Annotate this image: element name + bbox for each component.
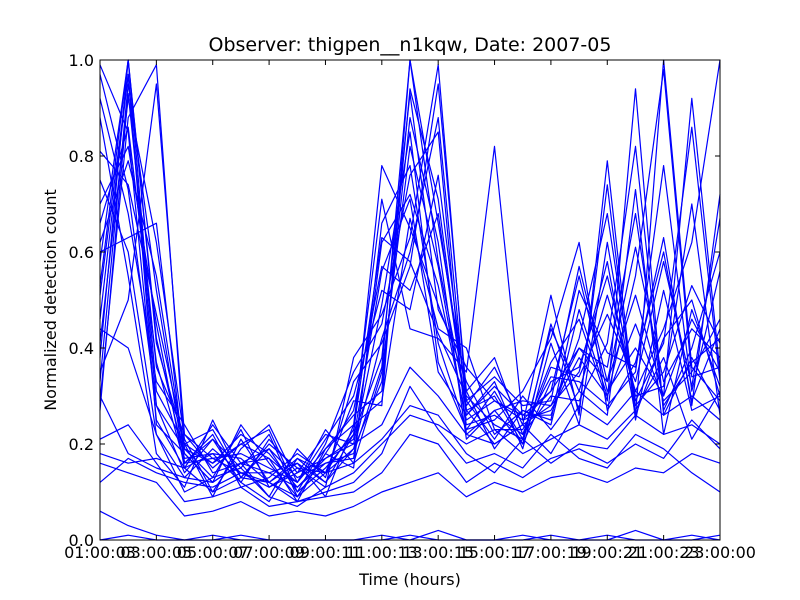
x-tick-label: 19:00:21 xyxy=(571,543,643,562)
y-tick-label: 1.0 xyxy=(69,51,94,70)
y-axis: 0.0 0.2 0.4 0.6 0.8 1.0 xyxy=(69,51,720,550)
x-tick-label: 01:00:03 xyxy=(64,543,136,562)
series-line-22 xyxy=(99,405,721,498)
x-tick-label: 03:00:05 xyxy=(120,543,192,562)
plot-frame xyxy=(99,59,721,541)
y-tick-label: 0.0 xyxy=(69,531,94,550)
series-line-21 xyxy=(99,366,721,488)
x-tick-label: 13:00:15 xyxy=(402,543,474,562)
series-line-19 xyxy=(99,218,721,488)
series-line-20 xyxy=(99,64,721,483)
y-tick-label: 0.2 xyxy=(69,435,94,454)
x-tick-label: 07:00:09 xyxy=(233,543,305,562)
chart-title: Observer: thigpen__n1kqw, Date: 2007-05 xyxy=(209,34,612,56)
x-axis-label: Time (hours) xyxy=(358,570,461,589)
series-line-26 xyxy=(99,453,721,517)
series-line-27 xyxy=(99,419,721,507)
series-line-9 xyxy=(99,116,721,488)
x-tick-label: 09:00:11 xyxy=(290,543,362,562)
x-tick-label: 11:00:13 xyxy=(346,543,418,562)
y-tick-label: 0.6 xyxy=(69,243,94,262)
series-line-18 xyxy=(99,92,721,493)
series-line-14 xyxy=(99,73,721,483)
series-line-3 xyxy=(99,83,721,498)
series-line-28 xyxy=(99,328,721,507)
x-tick-label: 21:00:23 xyxy=(628,543,700,562)
y-tick-label: 0.4 xyxy=(69,339,94,358)
x-tick-label: 17:00:19 xyxy=(515,543,587,562)
x-tick-label: 15:00:17 xyxy=(459,543,531,562)
y-axis-label: Normalized detection count xyxy=(41,189,60,411)
series-line-16 xyxy=(99,59,721,483)
x-tick-label: 23:00:00 xyxy=(684,543,756,562)
x-axis: 01:00:0303:00:0505:00:0707:00:0909:00:11… xyxy=(64,60,756,562)
x-tick-label: 05:00:07 xyxy=(177,543,249,562)
series-line-7 xyxy=(99,59,721,488)
series-layer xyxy=(99,59,721,541)
y-tick-label: 0.8 xyxy=(69,147,94,166)
